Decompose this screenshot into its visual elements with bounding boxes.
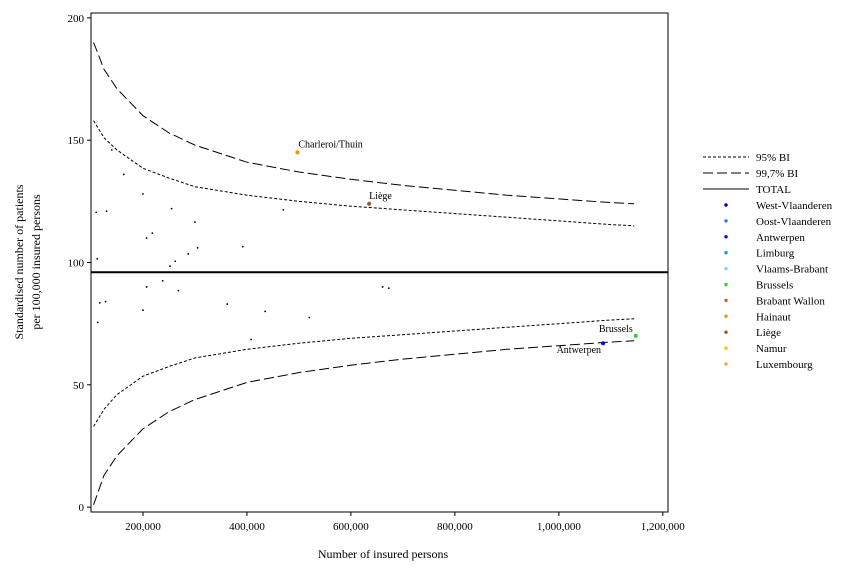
data-point bbox=[161, 279, 164, 282]
point-annotations: Charleroi/Thuin Liège Brussels Antwerpen bbox=[298, 139, 632, 356]
legend-marker bbox=[724, 314, 728, 318]
data-point bbox=[187, 253, 190, 255]
x-axis: 200,000 400,000 600,000 800,000 1,000,000 1,2… bbox=[125, 512, 685, 533]
data-point bbox=[98, 301, 101, 304]
legend-label: Limburg bbox=[756, 248, 795, 260]
legend-label: Brabant Wallon bbox=[756, 295, 825, 307]
data-point bbox=[196, 246, 199, 249]
data-point bbox=[96, 257, 99, 260]
point-label: Antwerpen bbox=[557, 345, 601, 356]
data-point bbox=[169, 265, 171, 268]
legend-marker bbox=[724, 282, 728, 287]
legend-label: West-Vlaanderen bbox=[756, 200, 833, 212]
y-axis-title-line-1: Standardised number of patients bbox=[12, 184, 26, 339]
legend-marker bbox=[724, 251, 728, 255]
y-tick-label: 150 bbox=[68, 135, 85, 147]
point-label: Charleroi/Thuin bbox=[298, 139, 362, 150]
x-tick-label: 800,000 bbox=[437, 521, 473, 533]
data-point bbox=[170, 207, 173, 210]
data-point bbox=[110, 149, 113, 151]
data-point bbox=[226, 303, 229, 305]
data-points bbox=[95, 149, 638, 346]
data-point bbox=[122, 173, 125, 176]
legend-label: Hainaut bbox=[756, 311, 791, 323]
ci997-upper-curve bbox=[93, 42, 635, 205]
ci95-lower-curve bbox=[93, 318, 635, 427]
data-point bbox=[250, 338, 253, 341]
confidence-bands bbox=[93, 42, 635, 505]
data-point bbox=[96, 321, 99, 324]
data-point bbox=[95, 211, 98, 214]
ci95-upper-curve bbox=[93, 120, 635, 227]
series-point bbox=[633, 333, 638, 338]
data-point bbox=[241, 245, 244, 248]
x-tick-label: 1,200,000 bbox=[641, 521, 686, 533]
data-point bbox=[177, 289, 180, 292]
legend-marker bbox=[724, 203, 728, 207]
x-tick-label: 400,000 bbox=[229, 521, 265, 533]
legend-label: Vlaams-Brabant bbox=[756, 264, 828, 276]
x-tick-label: 1,000,000 bbox=[537, 521, 582, 533]
data-point bbox=[145, 237, 148, 239]
legend: 95% BI 99,7% BI TOTAL West-Vlaanderen Oost-V… bbox=[703, 152, 833, 371]
legend-ci95-label: 95% BI bbox=[756, 152, 790, 164]
legend-label: Liège bbox=[756, 327, 781, 339]
series-point bbox=[367, 201, 372, 206]
data-point bbox=[282, 209, 285, 211]
data-point bbox=[387, 287, 390, 290]
point-label: Liège bbox=[369, 191, 392, 202]
legend-marker bbox=[724, 235, 728, 239]
legend-marker bbox=[724, 346, 728, 350]
data-point bbox=[308, 316, 311, 319]
legend-label: Brussels bbox=[756, 280, 793, 292]
x-tick-label: 200,000 bbox=[125, 521, 161, 533]
legend-marker bbox=[724, 266, 728, 271]
legend-ci997-label: 99,7% BI bbox=[756, 168, 799, 180]
legend-marker bbox=[724, 362, 728, 366]
y-axis: 0 50 100 150 200 bbox=[68, 13, 91, 514]
y-tick-label: 100 bbox=[68, 258, 85, 270]
y-axis-title-line-2: per 100,000 insured persons bbox=[29, 194, 43, 330]
data-point bbox=[145, 286, 148, 288]
series-point bbox=[601, 341, 606, 346]
x-axis-title: Number of insured persons bbox=[318, 547, 449, 561]
legend-label: Oost-Vlaanderen bbox=[756, 216, 832, 228]
data-point bbox=[381, 286, 384, 288]
legend-label: Namur bbox=[756, 343, 787, 355]
data-point bbox=[142, 309, 144, 312]
data-point bbox=[194, 221, 196, 224]
data-point bbox=[174, 260, 177, 263]
y-tick-label: 0 bbox=[79, 502, 85, 514]
legend-marker bbox=[724, 219, 728, 223]
point-label: Brussels bbox=[599, 324, 633, 335]
y-tick-label: 200 bbox=[68, 13, 85, 25]
ci997-lower-curve bbox=[93, 340, 635, 505]
legend-marker bbox=[724, 298, 728, 303]
legend-marker bbox=[724, 330, 728, 334]
series-point bbox=[295, 150, 300, 155]
plot-frame bbox=[90, 12, 669, 513]
x-tick-label: 600,000 bbox=[333, 521, 369, 533]
data-point bbox=[151, 232, 154, 235]
data-point bbox=[105, 210, 108, 213]
data-point bbox=[142, 193, 144, 195]
data-point bbox=[104, 300, 107, 303]
legend-label: Luxembourg bbox=[756, 359, 813, 371]
data-point bbox=[264, 310, 267, 313]
legend-label: Antwerpen bbox=[756, 232, 805, 244]
y-tick-label: 50 bbox=[73, 380, 85, 392]
legend-total-label: TOTAL bbox=[756, 184, 791, 196]
